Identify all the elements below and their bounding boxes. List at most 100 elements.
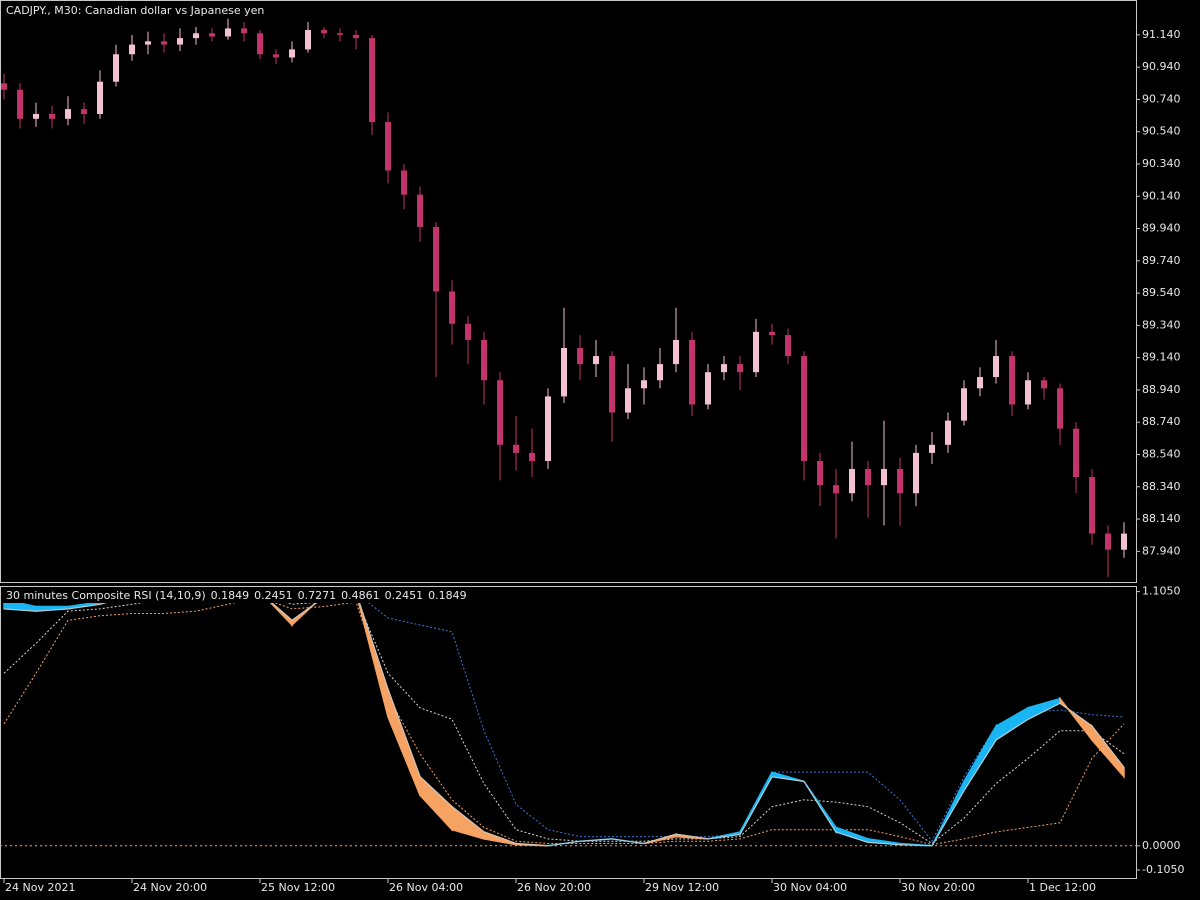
candle-body	[1041, 380, 1047, 389]
candle-body	[833, 485, 839, 494]
candle-body	[881, 469, 887, 486]
x-tick-label: 25 Nov 12:00	[261, 881, 335, 894]
y-tick-label: 88.740	[1142, 415, 1181, 428]
indicator-readout: 0.4861	[341, 589, 380, 602]
candle-body	[385, 122, 391, 171]
candle-body	[337, 33, 343, 35]
candle-body	[289, 49, 295, 58]
y-tick-label: 89.740	[1142, 254, 1181, 267]
y-tick-label: 90.540	[1142, 125, 1181, 138]
candle-body	[113, 54, 119, 82]
candle-body	[193, 33, 199, 39]
candle-body	[161, 41, 167, 45]
candle-body	[801, 356, 807, 461]
y-tick-label: 87.940	[1142, 544, 1181, 557]
candle-body	[529, 452, 535, 461]
candle-body	[929, 444, 935, 453]
candle-body	[225, 28, 231, 37]
candle-body	[1073, 428, 1079, 478]
candle-body	[353, 34, 359, 39]
y-tick-label: 0.0000	[1142, 839, 1181, 852]
indicator-readout: 0.1849	[211, 589, 250, 602]
level-series	[3, 591, 1125, 843]
indicator-pane-frame	[0, 586, 1137, 879]
candle-body	[65, 109, 71, 119]
indicator-title: 30 minutes Composite RSI (14,10,9)	[6, 589, 206, 602]
x-tick-label: 30 Nov 20:00	[901, 881, 975, 894]
candle-body	[145, 41, 151, 45]
candle-body	[993, 356, 999, 378]
price-pane-frame	[0, 0, 1137, 583]
candle-body	[321, 30, 327, 34]
x-tick-label: 24 Nov 2021	[5, 881, 75, 894]
candle-body	[641, 380, 647, 389]
candle-body	[977, 377, 983, 389]
candle-body	[129, 44, 135, 55]
candle-body	[49, 113, 55, 119]
candle-body	[753, 331, 759, 373]
indicator-readout: 0.1849	[428, 589, 467, 602]
y-tick-label: 88.940	[1142, 383, 1181, 396]
candle-body	[769, 331, 775, 336]
candle-body	[721, 364, 727, 373]
candle-body	[449, 291, 455, 324]
candle-body	[1025, 380, 1031, 405]
x-tick-label: 29 Nov 12:00	[645, 881, 719, 894]
candle-body	[401, 170, 407, 195]
candle-body	[785, 335, 791, 357]
candle-body	[689, 339, 695, 405]
x-tick-label: 24 Nov 20:00	[133, 881, 207, 894]
candle-body	[433, 226, 439, 292]
candle-body	[465, 323, 471, 340]
title-backdrop	[2, 588, 472, 603]
indicator-readout: 0.2451	[254, 589, 293, 602]
candle-body	[305, 30, 311, 50]
y-tick-label: 1.1050	[1142, 585, 1181, 598]
candle-body	[417, 194, 423, 227]
y-tick-label: 90.340	[1142, 157, 1181, 170]
x-tick-label: 26 Nov 04:00	[389, 881, 463, 894]
candle-body	[673, 339, 679, 365]
candle-body	[849, 469, 855, 494]
candle-body	[273, 54, 279, 58]
indicator-readout: 0.2451	[385, 589, 424, 602]
candle-body	[81, 109, 87, 114]
candle-body	[1089, 477, 1095, 534]
y-tick-label: 88.340	[1142, 480, 1181, 493]
candle-body	[513, 444, 519, 453]
candle-body	[545, 396, 551, 461]
y-tick-label: 90.740	[1142, 92, 1181, 105]
y-tick-label: 88.140	[1142, 512, 1181, 525]
candle-body	[577, 347, 583, 365]
candle-body	[817, 460, 823, 486]
y-tick-label: 90.940	[1142, 60, 1181, 73]
candle-body	[609, 356, 615, 413]
candle-body	[913, 452, 919, 494]
y-tick-label: -0.1050	[1142, 863, 1184, 876]
y-tick-label: 89.340	[1142, 318, 1181, 331]
y-tick-label: 91.140	[1142, 28, 1181, 41]
candle-body	[369, 38, 375, 123]
candle-body	[257, 33, 263, 55]
candle-body	[1121, 533, 1127, 550]
x-tick-label: 1 Dec 12:00	[1029, 881, 1096, 894]
x-tick-label: 30 Nov 04:00	[773, 881, 847, 894]
candle-body	[177, 38, 183, 45]
y-tick-label: 89.940	[1142, 222, 1181, 235]
candle-body	[625, 388, 631, 413]
y-tick-label: 89.540	[1142, 286, 1181, 299]
candle-body	[1, 83, 7, 90]
candle-body	[897, 469, 903, 494]
y-tick-label: 90.140	[1142, 189, 1181, 202]
candle-body	[593, 356, 599, 365]
y-tick-label: 88.540	[1142, 448, 1181, 461]
candle-body	[1057, 388, 1063, 429]
y-tick-label: 89.140	[1142, 351, 1181, 364]
chart-title: CADJPY., M30: Canadian dollar vs Japanes…	[6, 4, 264, 17]
candle-body	[657, 364, 663, 381]
candle-body	[705, 372, 711, 405]
candle-body	[945, 420, 951, 445]
candle-body	[97, 81, 103, 114]
